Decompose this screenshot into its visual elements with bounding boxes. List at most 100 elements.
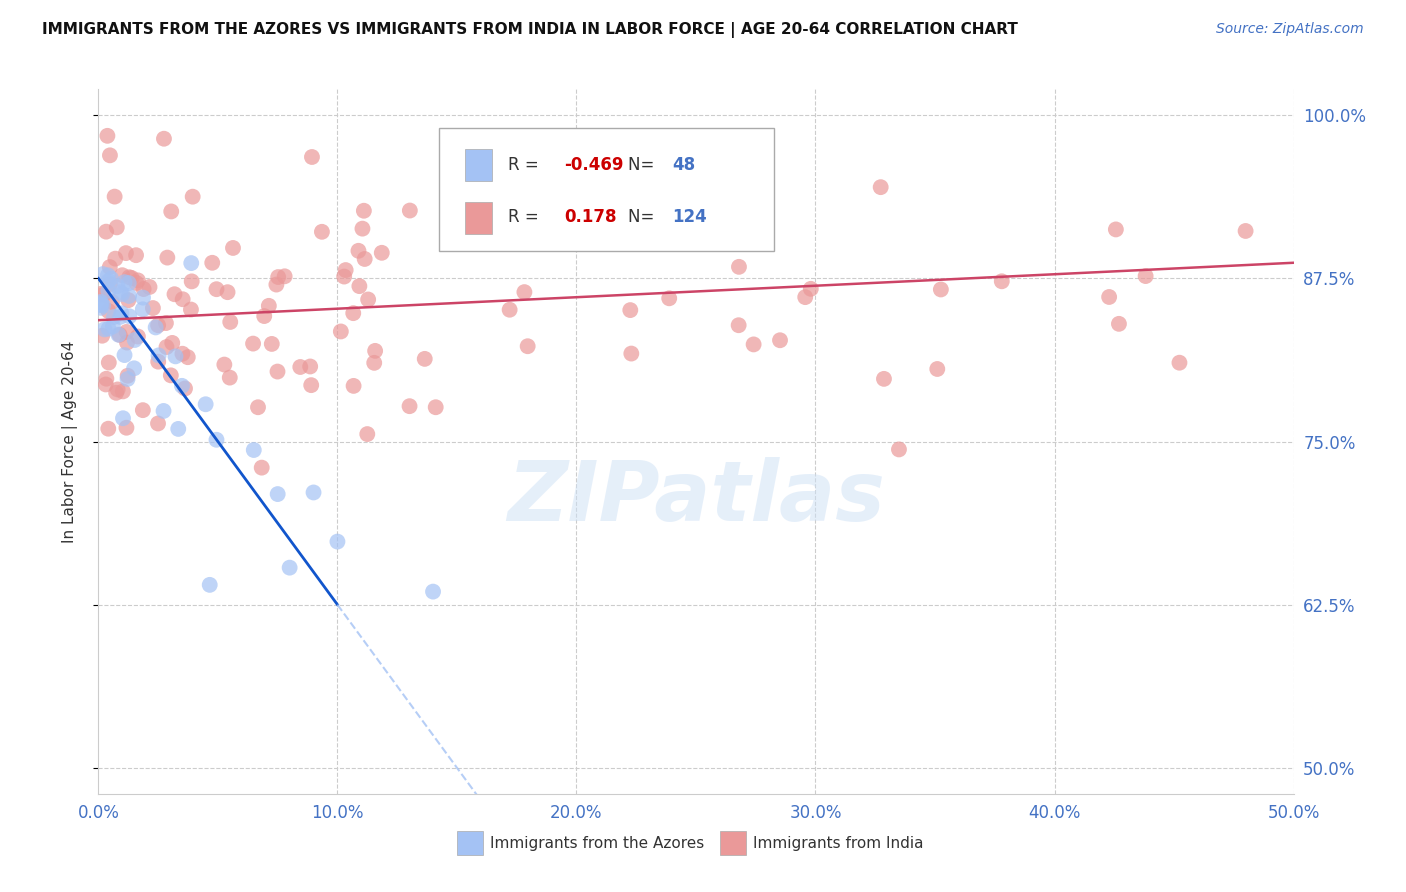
Point <box>160 204 183 219</box>
Point <box>118 289 141 303</box>
Point <box>513 285 536 299</box>
Point <box>96 225 118 239</box>
Text: R =: R = <box>509 209 550 227</box>
Point <box>887 442 910 457</box>
Point <box>180 256 202 270</box>
Point <box>170 379 193 393</box>
Point <box>352 221 374 235</box>
Point <box>90 301 112 315</box>
Point <box>311 225 333 239</box>
FancyBboxPatch shape <box>439 128 773 252</box>
Point <box>398 399 420 413</box>
Point <box>201 256 224 270</box>
Point <box>266 365 288 379</box>
Point <box>91 328 114 343</box>
Point <box>132 302 155 317</box>
Point <box>146 417 169 431</box>
Point <box>243 442 266 457</box>
Point <box>1108 317 1130 331</box>
Point <box>620 346 643 360</box>
Point <box>90 296 112 310</box>
Point <box>167 422 190 436</box>
Point <box>90 297 112 311</box>
Text: IMMIGRANTS FROM THE AZORES VS IMMIGRANTS FROM INDIA IN LABOR FORCE | AGE 20-64 C: IMMIGRANTS FROM THE AZORES VS IMMIGRANTS… <box>42 22 1018 38</box>
Point <box>117 368 139 383</box>
Point <box>118 310 141 324</box>
Point <box>342 379 364 393</box>
Point <box>278 560 301 574</box>
Point <box>217 285 239 300</box>
Point <box>299 378 322 392</box>
Point <box>205 433 228 447</box>
Point <box>90 286 112 301</box>
Point <box>90 294 112 309</box>
Point <box>333 269 356 284</box>
Point <box>727 135 749 149</box>
Point <box>114 348 136 362</box>
Bar <box>465 202 492 234</box>
Point <box>108 327 131 342</box>
Point <box>794 290 817 304</box>
Point <box>253 309 276 323</box>
Point <box>172 347 194 361</box>
Point <box>219 315 242 329</box>
Point <box>326 534 349 549</box>
Point <box>90 298 112 312</box>
Point <box>218 370 240 384</box>
Point <box>769 333 792 347</box>
Point <box>142 301 165 315</box>
Point <box>242 336 264 351</box>
Point <box>162 335 184 350</box>
Point <box>97 355 120 369</box>
Point <box>165 350 187 364</box>
Point <box>105 279 128 293</box>
Point <box>122 361 145 376</box>
Text: ZIPatlas: ZIPatlas <box>508 458 884 539</box>
Point <box>214 358 236 372</box>
Point <box>250 460 273 475</box>
Text: 0.178: 0.178 <box>565 209 617 227</box>
Point <box>104 252 127 266</box>
Point <box>91 267 114 281</box>
Point <box>172 292 194 306</box>
Point <box>111 287 134 301</box>
Point <box>658 291 681 305</box>
Point <box>100 271 122 285</box>
Point <box>94 377 117 392</box>
Text: N=: N= <box>628 209 659 227</box>
Text: -0.469: -0.469 <box>565 156 624 174</box>
Point <box>290 359 312 374</box>
Point <box>742 337 765 351</box>
Point <box>132 282 155 296</box>
Point <box>101 294 124 309</box>
Point <box>104 189 127 203</box>
Point <box>97 268 120 283</box>
Point <box>728 260 751 274</box>
Bar <box>720 830 747 855</box>
Point <box>97 274 120 288</box>
Text: Immigrants from the Azores: Immigrants from the Azores <box>491 836 704 851</box>
Point <box>342 306 364 320</box>
Point <box>619 303 641 318</box>
Point <box>425 401 447 415</box>
Point <box>180 302 202 317</box>
Point <box>156 251 179 265</box>
Point <box>347 244 370 258</box>
Point <box>353 252 375 266</box>
Point <box>97 321 120 335</box>
Point <box>93 322 115 336</box>
Point <box>96 128 118 143</box>
Point <box>357 293 380 307</box>
Point <box>115 246 138 260</box>
Point <box>727 318 749 333</box>
Point <box>125 248 148 262</box>
Point <box>159 368 181 383</box>
Point <box>91 299 114 313</box>
Point <box>177 350 200 364</box>
Point <box>356 427 378 442</box>
Text: Source: ZipAtlas.com: Source: ZipAtlas.com <box>1216 22 1364 37</box>
Point <box>349 279 371 293</box>
Point <box>364 343 387 358</box>
Point <box>1098 290 1121 304</box>
Point <box>273 269 295 284</box>
